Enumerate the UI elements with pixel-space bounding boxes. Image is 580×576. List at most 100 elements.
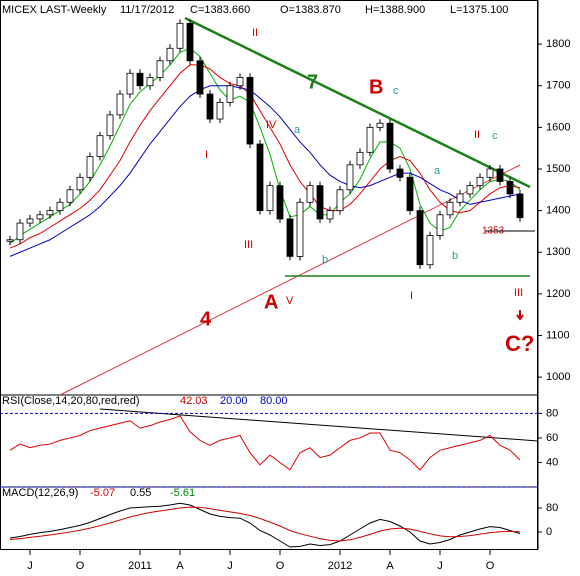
x-tick-label: J (27, 560, 33, 572)
candle (516, 193, 524, 219)
annotation: 1353 (482, 226, 505, 237)
header-value: 0.55 (130, 487, 151, 499)
candle (376, 122, 384, 128)
x-tick-label: O (486, 560, 495, 572)
candle (466, 185, 474, 195)
candle (196, 60, 204, 95)
header-value: O=1383.870 (280, 4, 341, 16)
candle (506, 181, 514, 195)
y-tick-label: 1800 (546, 38, 570, 50)
annotation: IV (266, 119, 277, 131)
annotation: a (294, 124, 301, 136)
annotation: I (205, 149, 208, 161)
last-value: 42.03 (180, 395, 208, 407)
candle (86, 156, 94, 178)
y-tick-label: 1200 (546, 288, 570, 300)
annotation: I (410, 290, 413, 302)
candle (386, 122, 394, 170)
candle (156, 60, 164, 78)
candle (416, 210, 424, 266)
chart-title: MICEX LAST-Weekly (2, 4, 107, 16)
annotation: C? (505, 331, 534, 356)
candle (176, 22, 184, 49)
annotation: 7 (307, 71, 318, 93)
annotation: 4 (200, 308, 212, 330)
line-series (9, 506, 521, 542)
x-tick-label: 2011 (128, 560, 152, 572)
y-tick-label: 1000 (546, 371, 570, 383)
candle (346, 164, 354, 191)
candle (486, 168, 494, 178)
header-value: -5.61 (170, 487, 195, 499)
candle (316, 185, 324, 220)
candle (476, 176, 484, 187)
candle (436, 214, 444, 236)
candle (306, 185, 314, 203)
annotation: b (452, 250, 458, 262)
candle (6, 239, 14, 242)
panel-title: MACD(12,26,9) (2, 487, 78, 499)
y-tick-label: 1700 (546, 80, 570, 92)
y-tick-label: 80 (546, 502, 558, 514)
candle (256, 143, 264, 212)
candle (276, 185, 284, 220)
candle (16, 222, 24, 241)
candle (446, 201, 454, 216)
y-tick-label: 60 (546, 432, 558, 444)
annotation: III (514, 287, 523, 299)
x-tick-label: O (76, 560, 85, 572)
candle (286, 218, 294, 257)
candle (216, 101, 224, 120)
candle (366, 126, 374, 153)
candle (116, 93, 124, 116)
x-tick-label: J (227, 560, 233, 572)
line-series (9, 502, 521, 548)
candle (266, 185, 274, 212)
frame (0, 0, 538, 550)
annotation: c (492, 130, 498, 142)
candle (246, 77, 254, 145)
line-series (9, 64, 521, 249)
annotation: a (434, 165, 441, 177)
candle (236, 77, 244, 87)
line-series (9, 47, 521, 245)
annotation: II (252, 27, 258, 39)
candle (396, 168, 404, 178)
candle (226, 85, 234, 103)
annotation: V (286, 295, 294, 307)
y-tick-label: 40 (546, 456, 558, 468)
candle (336, 189, 344, 212)
arrow (516, 310, 524, 321)
candle (46, 210, 54, 216)
annotation: B (369, 76, 383, 98)
x-tick-label: J (437, 560, 443, 572)
candle (356, 151, 364, 166)
header-value: H=1388.900 (365, 4, 425, 16)
x-tick-label: O (276, 560, 285, 572)
y-tick-label: 1300 (546, 246, 570, 258)
annotation: c (393, 85, 399, 97)
annotation: b (322, 254, 328, 266)
x-tick-label: A (386, 560, 394, 572)
annotation: II (474, 129, 480, 141)
candle (126, 72, 134, 95)
candle (66, 189, 74, 203)
annotation: III (244, 239, 253, 251)
trend-line (59, 164, 521, 396)
y-tick-label: 0 (546, 526, 552, 538)
y-tick-label: 1600 (546, 121, 570, 133)
y-tick-label: 80 (546, 407, 558, 419)
level-label: 20.00 (220, 395, 248, 407)
candle (456, 193, 464, 203)
header-value: 11/17/2012 (120, 4, 174, 16)
candle (296, 201, 304, 257)
header-value: -5.07 (90, 487, 115, 499)
y-tick-label: 1100 (546, 329, 570, 341)
candle (106, 114, 114, 137)
candle (26, 218, 34, 224)
candle (326, 210, 334, 220)
candle (406, 176, 414, 212)
candle (206, 93, 214, 120)
level-label: 80.00 (260, 395, 288, 407)
line-series (9, 85, 521, 257)
